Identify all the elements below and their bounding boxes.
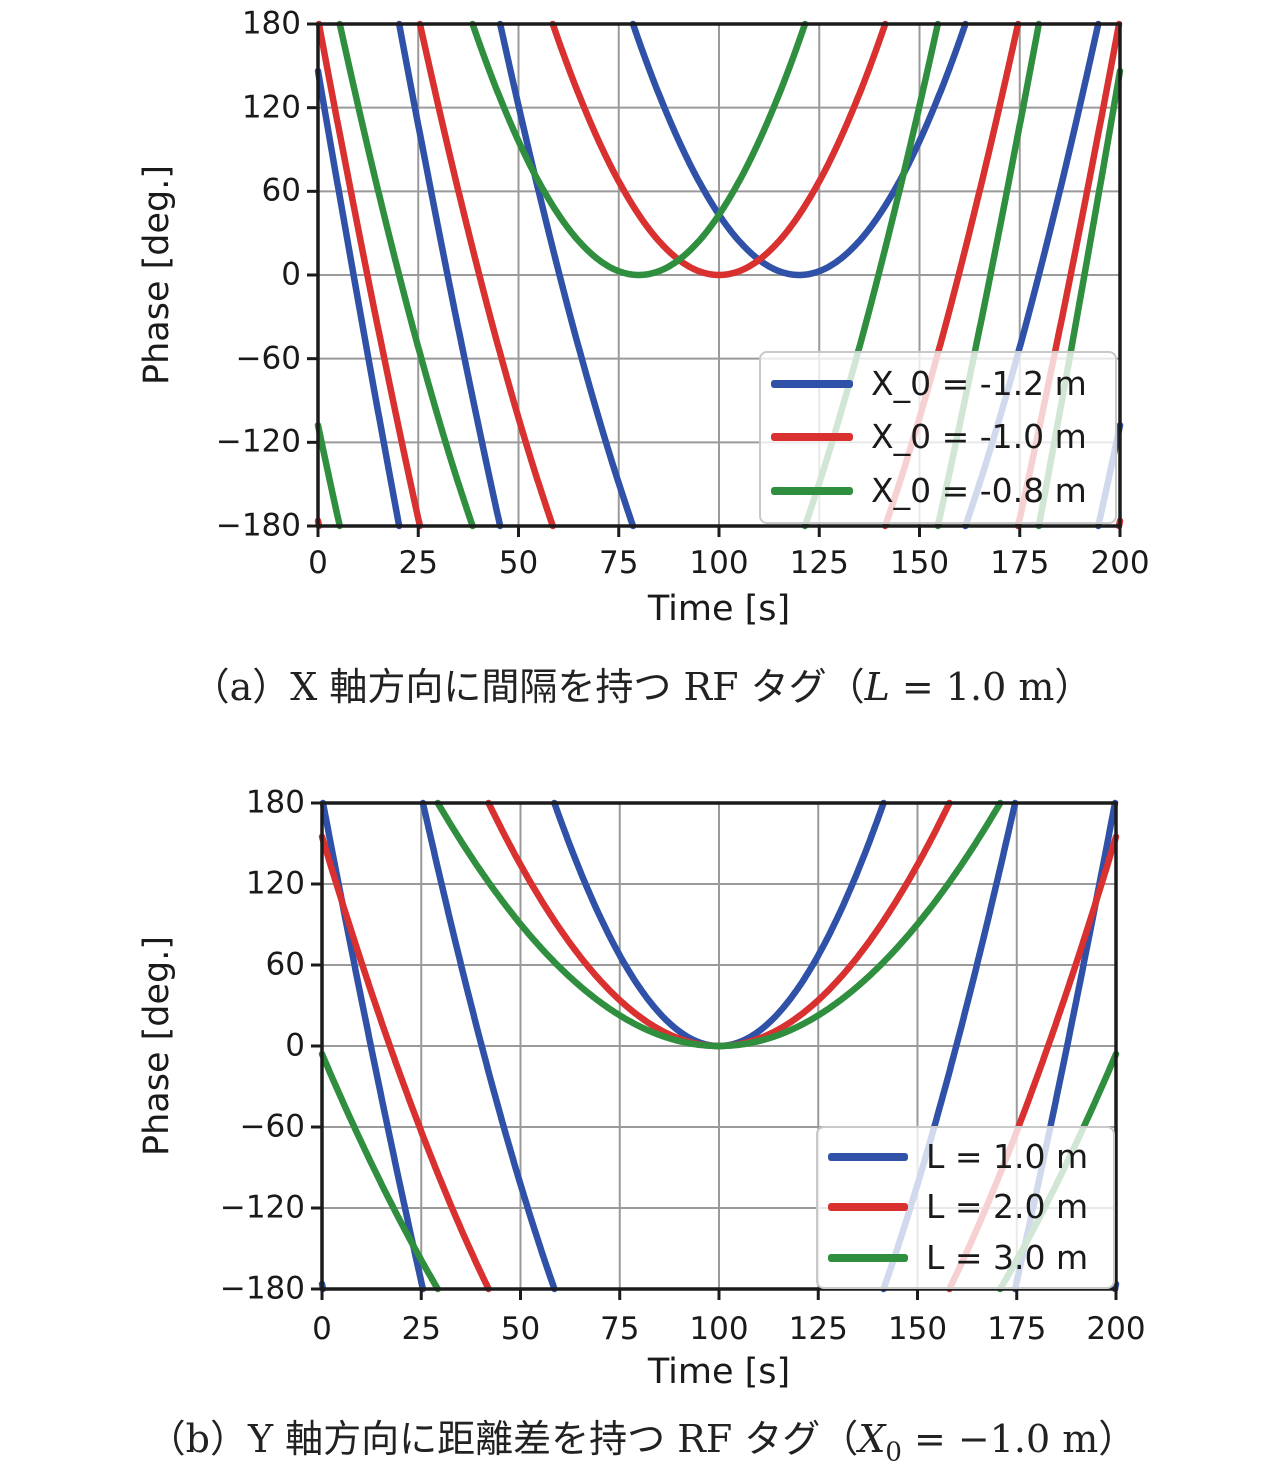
legend-swatch xyxy=(828,1203,908,1212)
y-tick-label: −120 xyxy=(219,1189,305,1226)
legend-swatch xyxy=(771,379,853,388)
caption-b-variable-subscript: 0 xyxy=(885,1437,902,1468)
x-tick-label: 200 xyxy=(1086,1311,1146,1347)
legend-label: L = 1.0 m xyxy=(926,1137,1089,1177)
x-tick-label: 100 xyxy=(689,1311,749,1347)
y-tick-label: 120 xyxy=(241,89,301,126)
legend-item: X_0 = -1.2 m xyxy=(771,363,1105,403)
curve-x-0--1.2-m xyxy=(629,20,969,279)
legend-item: L = 2.0 m xyxy=(828,1189,1103,1225)
x-tick-label: 25 xyxy=(401,1311,441,1347)
y-tick-label: 60 xyxy=(265,946,305,983)
legend-label: L = 3.0 m xyxy=(926,1237,1089,1277)
curve-l-1.0-m xyxy=(419,799,558,1293)
legend-item: X_0 = -0.8 m xyxy=(771,470,1105,510)
curve-x-0--1.0-m xyxy=(549,20,889,279)
caption-b-variable: X xyxy=(858,1417,886,1461)
x-tick-label: 50 xyxy=(500,1311,541,1347)
caption-b-text-post: = −1.0 m） xyxy=(901,1417,1137,1461)
y-tick-label: −120 xyxy=(215,423,301,460)
x-tick-label: 75 xyxy=(599,545,639,581)
chart-a-legend: X_0 = -1.2 m X_0 = -1.0 m X_0 = -0.8 m xyxy=(759,351,1117,524)
curve-x-0--1.2-m xyxy=(496,20,637,530)
y-tick-label: −60 xyxy=(239,1108,305,1145)
curve-l-3.0-m xyxy=(318,1050,442,1293)
y-tick-label: 180 xyxy=(241,5,301,42)
y-tick-label: −180 xyxy=(215,507,301,544)
x-tick-label: 0 xyxy=(308,545,328,581)
y-tick-label: −180 xyxy=(219,1270,305,1307)
caption-a-text-post: = 1.0 m） xyxy=(889,665,1093,709)
x-tick-label: 150 xyxy=(889,545,950,581)
curve-l-2.0-m xyxy=(318,833,492,1293)
y-tick-label: 0 xyxy=(285,1027,305,1064)
chart-a-x-axis-label: Time [s] xyxy=(647,589,791,629)
legend-swatch xyxy=(771,487,853,496)
x-tick-label: 175 xyxy=(987,1311,1047,1347)
caption-a-text-pre: （a）X 軸方向に間隔を持つ RF タグ（ xyxy=(191,665,865,709)
x-tick-label: 100 xyxy=(689,545,749,581)
curve-x-0--0.8-m xyxy=(336,20,476,530)
x-tick-label: 150 xyxy=(887,1311,948,1347)
y-tick-label: 180 xyxy=(245,784,305,821)
legend-item: X_0 = -1.0 m xyxy=(771,419,1105,455)
caption-a-variable: L xyxy=(864,665,890,709)
legend-label: X_0 = -1.2 m xyxy=(871,363,1087,403)
y-tick-label: 0 xyxy=(281,256,301,293)
curve-x-0--1.0-m xyxy=(416,20,557,530)
legend-swatch xyxy=(771,433,853,442)
chart-b-legend: L = 1.0 m L = 2.0 m L = 3.0 m xyxy=(816,1126,1115,1289)
curve-l-3.0-m xyxy=(434,799,1004,1050)
y-tick-label: 60 xyxy=(261,172,301,209)
y-tick-label: 120 xyxy=(245,865,305,902)
x-tick-label: 125 xyxy=(788,1311,848,1347)
legend-label: X_0 = -1.0 m xyxy=(871,417,1087,457)
legend-swatch xyxy=(828,1153,908,1162)
legend-swatch xyxy=(828,1253,908,1262)
x-tick-label: 50 xyxy=(498,545,539,581)
caption-a: （a）X 軸方向に間隔を持つ RF タグ（L = 1.0 m） xyxy=(0,656,1284,716)
caption-b-text-pre: （b）Y 軸方向に距離差を持つ RF タグ（ xyxy=(147,1417,859,1461)
curve-x-0--0.8-m xyxy=(469,20,809,279)
x-tick-label: 25 xyxy=(398,545,438,581)
chart-b-x-axis-label: Time [s] xyxy=(647,1352,791,1392)
curve-x-0--0.8-m xyxy=(314,421,343,530)
legend-item: L = 1.0 m xyxy=(828,1137,1103,1177)
caption-b: （b）Y 軸方向に距離差を持つ RF タグ（X0 = −1.0 m） xyxy=(0,1408,1284,1468)
curve-x-0--1.0-m xyxy=(315,20,424,530)
curve-x-0--1.2-m xyxy=(395,20,504,530)
legend-item: L = 3.0 m xyxy=(828,1237,1103,1277)
legend-label: X_0 = -0.8 m xyxy=(871,470,1087,510)
legend-label: L = 2.0 m xyxy=(926,1187,1089,1227)
y-tick-label: −60 xyxy=(235,340,301,377)
x-tick-label: 200 xyxy=(1090,545,1150,581)
x-tick-label: 75 xyxy=(600,1311,640,1347)
curve-x-0--1.2-m xyxy=(314,67,403,530)
x-tick-label: 175 xyxy=(990,545,1050,581)
x-tick-label: 125 xyxy=(789,545,849,581)
x-tick-label: 0 xyxy=(312,1311,332,1347)
